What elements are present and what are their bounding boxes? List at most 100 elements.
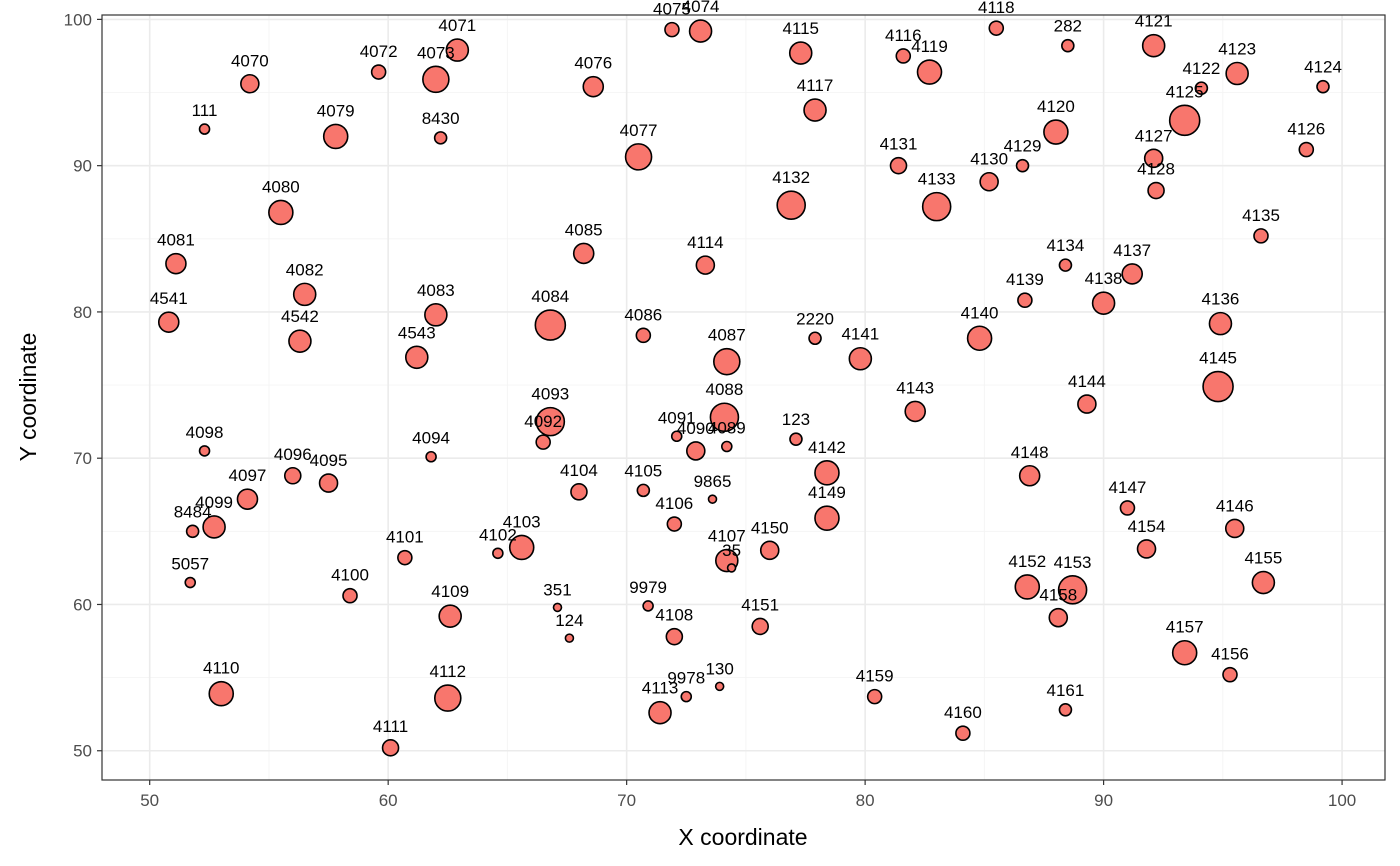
data-label-4088: 4088 <box>706 380 744 399</box>
data-point-4542 <box>288 329 312 353</box>
data-point-4131 <box>889 156 908 175</box>
data-label-4112: 4112 <box>430 662 467 681</box>
data-label-4110: 4110 <box>203 659 240 678</box>
data-point-4123 <box>1225 61 1249 86</box>
data-label-123: 123 <box>782 410 810 429</box>
data-label-4091: 4091 <box>658 408 696 427</box>
data-label-4098: 4098 <box>186 423 224 442</box>
data-point-111 <box>198 123 211 135</box>
data-label-4082: 4082 <box>286 260 324 279</box>
data-label-4140: 4140 <box>961 303 999 322</box>
data-label-4120: 4120 <box>1037 97 1075 116</box>
data-point-4086 <box>635 327 652 344</box>
x-tick-label: 90 <box>1094 791 1113 810</box>
data-label-4113: 4113 <box>642 679 679 698</box>
data-point-4102 <box>492 547 504 560</box>
data-label-4085: 4085 <box>565 220 603 239</box>
data-point-4119 <box>916 59 943 85</box>
data-label-4137: 4137 <box>1113 241 1151 260</box>
data-point-4541 <box>157 311 180 333</box>
data-point-35 <box>726 563 737 573</box>
data-point-4130 <box>979 171 999 192</box>
y-tick-label: 70 <box>73 449 92 468</box>
data-point-4149 <box>814 505 840 531</box>
data-label-4129: 4129 <box>1004 137 1042 156</box>
x-axis-title: X coordinate <box>678 824 807 850</box>
data-label-4141: 4141 <box>841 325 879 344</box>
data-point-4100 <box>342 587 358 604</box>
data-label-130: 130 <box>705 659 733 678</box>
data-label-4136: 4136 <box>1202 290 1240 309</box>
data-point-4140 <box>966 325 993 352</box>
data-point-4145 <box>1202 370 1234 403</box>
data-point-5057 <box>184 576 197 589</box>
data-label-4104: 4104 <box>560 461 598 480</box>
data-label-4081: 4081 <box>157 231 195 250</box>
data-point-4073 <box>422 65 450 94</box>
data-label-4083: 4083 <box>417 281 455 300</box>
data-label-4095: 4095 <box>310 451 348 470</box>
data-point-4113 <box>648 700 672 725</box>
data-label-4077: 4077 <box>620 121 658 140</box>
data-point-4161 <box>1058 702 1073 717</box>
data-point-9979 <box>642 600 654 612</box>
data-label-4116: 4116 <box>885 26 922 45</box>
data-points <box>157 19 1330 757</box>
major-gridlines <box>102 15 1385 780</box>
y-tick-label: 80 <box>73 303 92 322</box>
data-label-4130: 4130 <box>970 150 1008 169</box>
data-label-4109: 4109 <box>431 582 469 601</box>
data-point-4089 <box>721 440 733 453</box>
data-label-9979: 9979 <box>629 578 667 597</box>
data-point-4132 <box>776 190 806 220</box>
data-label-4146: 4146 <box>1216 496 1254 515</box>
data-label-4070: 4070 <box>231 52 269 71</box>
data-label-4089: 4089 <box>708 419 746 438</box>
data-point-4080 <box>268 199 294 226</box>
data-point-4129 <box>1015 158 1030 173</box>
data-label-4107: 4107 <box>708 527 746 546</box>
data-label-4099: 4099 <box>195 493 233 512</box>
data-point-4141 <box>848 346 873 371</box>
data-point-130 <box>714 681 725 692</box>
data-label-4142: 4142 <box>808 438 846 457</box>
data-point-4158 <box>1048 607 1069 628</box>
data-label-9865: 9865 <box>694 472 732 491</box>
data-label-4145: 4145 <box>1199 349 1237 368</box>
data-label-4160: 4160 <box>944 703 982 722</box>
data-point-4084 <box>534 309 567 341</box>
data-label-8430: 8430 <box>422 109 460 128</box>
data-label-4123: 4123 <box>1218 40 1256 59</box>
data-point-4157 <box>1171 639 1198 666</box>
data-point-4104 <box>570 483 588 501</box>
data-point-4136 <box>1208 311 1233 336</box>
data-point-2220 <box>808 331 822 346</box>
data-point-4101 <box>397 549 413 566</box>
data-label-4542: 4542 <box>281 307 319 326</box>
data-label-4079: 4079 <box>317 101 355 120</box>
data-point-282 <box>1061 38 1075 53</box>
y-axis-ticks: 50 60 70 80 90 100 <box>64 10 102 761</box>
data-label-5057: 5057 <box>171 555 209 574</box>
data-label-4096: 4096 <box>274 445 312 464</box>
data-label-4150: 4150 <box>751 518 789 537</box>
x-tick-label: 50 <box>140 791 159 810</box>
x-tick-label: 100 <box>1328 791 1356 810</box>
data-label-4124: 4124 <box>1304 58 1342 77</box>
data-point-4134 <box>1058 258 1073 272</box>
data-point-4092 <box>535 434 551 450</box>
data-label-4118: 4118 <box>978 0 1015 17</box>
plot-border <box>101 14 1386 781</box>
data-point-4121 <box>1141 33 1166 58</box>
data-point-8484 <box>185 524 200 539</box>
data-label-4543: 4543 <box>398 323 436 342</box>
y-tick-label: 50 <box>73 742 92 761</box>
data-point-4153 <box>1057 575 1088 605</box>
data-point-4125 <box>1168 104 1201 137</box>
y-tick-label: 90 <box>73 157 92 176</box>
data-point-4072 <box>370 64 387 80</box>
data-label-4154: 4154 <box>1128 517 1166 536</box>
data-point-4114 <box>695 255 716 275</box>
data-label-4073: 4073 <box>417 43 455 62</box>
